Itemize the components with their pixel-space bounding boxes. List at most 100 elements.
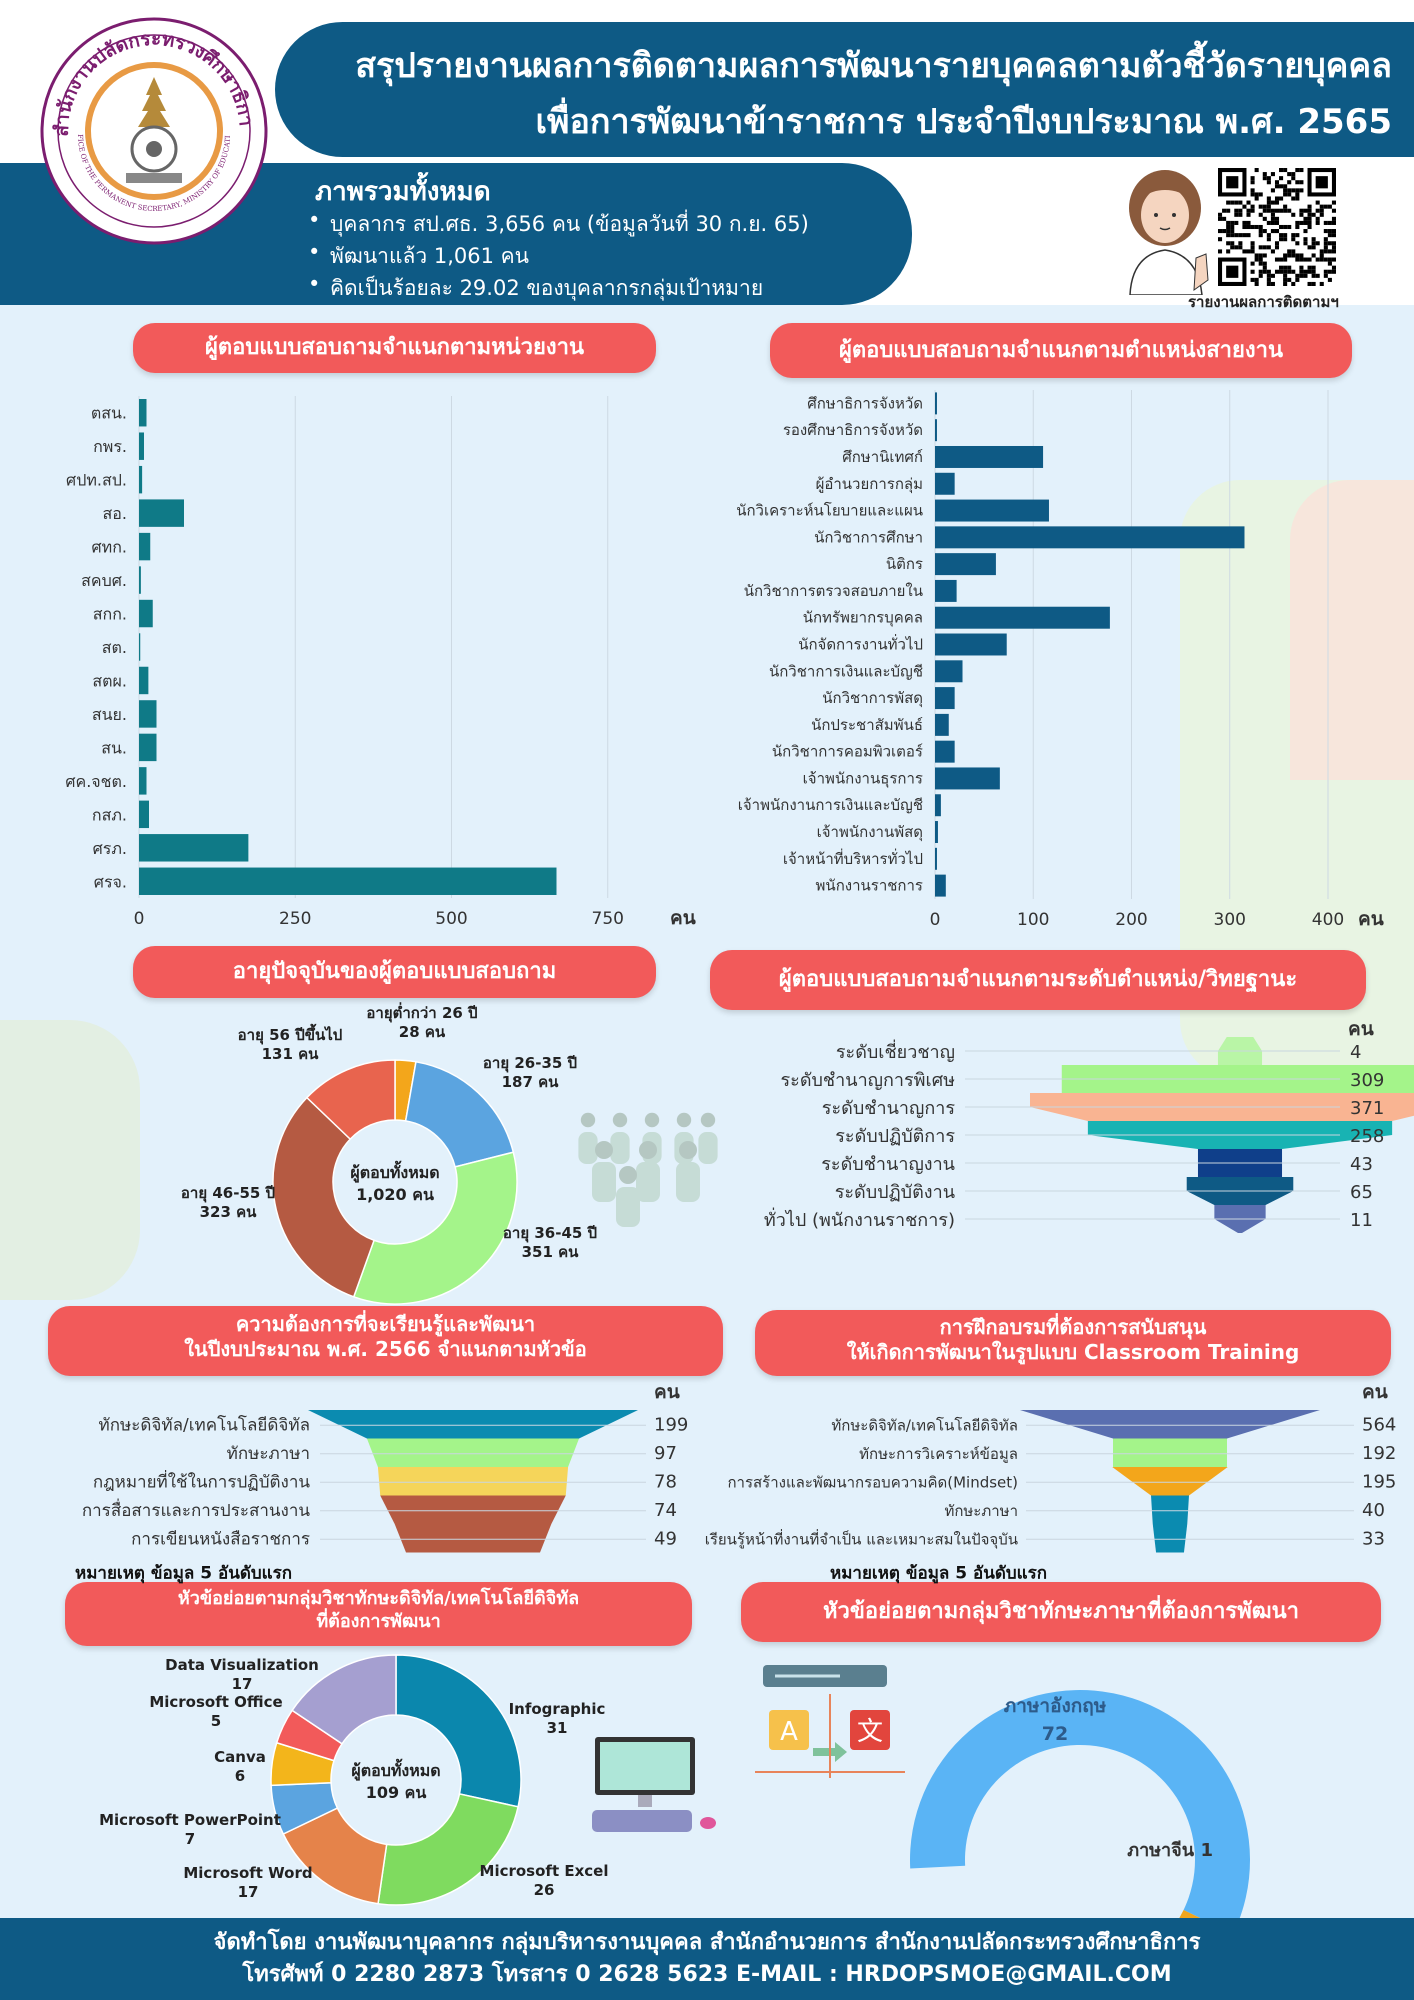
- overview-bullet: คิดเป็นร้อยละ 29.02 ของบุคลากรกลุ่มเป้าห…: [308, 272, 763, 305]
- funnel-label: ทักษะการวิเคราะห์ข้อมูล: [859, 1445, 1018, 1463]
- qr-module: [1331, 265, 1336, 270]
- funnel-value: 97: [654, 1443, 677, 1464]
- qr-module: [1331, 208, 1336, 213]
- page-title-line2: เพื่อการพัฒนาข้าราชการ ประจำปีงบประมาณ พ…: [535, 102, 1392, 142]
- funnel-segment: [308, 1410, 638, 1439]
- bar: [935, 526, 1245, 549]
- qr-module: [1307, 220, 1312, 225]
- qr-module: [1279, 257, 1284, 262]
- qr-module: [1307, 257, 1312, 262]
- qr-module: [1238, 241, 1243, 246]
- qr-module: [1274, 269, 1280, 274]
- qr-code[interactable]: [1218, 168, 1336, 286]
- qr-module: [1323, 273, 1328, 278]
- qr-module: [1323, 241, 1328, 246]
- category-label: พนักงานราชการ: [816, 877, 923, 895]
- chart-language: ภาษาอังกฤษ 72 ภาษาจีน 1: [910, 1690, 1250, 1979]
- bar: [935, 472, 955, 495]
- funnel-segment: [1020, 1410, 1320, 1439]
- bar: [139, 834, 249, 862]
- qr-module: [1238, 233, 1243, 238]
- qr-module: [1250, 192, 1255, 197]
- bar: [935, 606, 1110, 629]
- bar: [139, 800, 149, 829]
- qr-module: [1279, 184, 1284, 189]
- qr-module: [1262, 269, 1267, 274]
- section-title-by-age: อายุปัจจุบันของผู้ตอบแบบสอบถาม: [133, 946, 656, 998]
- category-label: ศปท.สป.: [66, 471, 127, 490]
- category-label: ศรจ.: [94, 872, 127, 891]
- qr-module: [1315, 200, 1320, 205]
- qr-module: [1287, 269, 1292, 274]
- qr-module: [1299, 208, 1304, 213]
- qr-module: [1279, 208, 1284, 213]
- qr-module: [1258, 212, 1263, 217]
- qr-module: [1299, 168, 1304, 173]
- qr-module: [1283, 253, 1288, 258]
- mouse: [700, 1817, 716, 1829]
- qr-module: [1226, 233, 1231, 238]
- category-label: ศึกษาธิการจังหวัด: [807, 394, 923, 412]
- qr-module: [1327, 229, 1332, 234]
- note: หมายเหตุ ข้อมูล 5 อันดับแรก: [830, 1564, 1047, 1585]
- qr-module: [1250, 208, 1255, 213]
- qr-module: [1283, 257, 1288, 262]
- qr-module: [1283, 224, 1288, 230]
- qr-module: [1258, 273, 1263, 278]
- slice-value: 323 คน: [200, 1203, 258, 1221]
- qr-module: [1295, 220, 1300, 225]
- slice-label: ภาษาอังกฤษ: [1004, 1695, 1107, 1717]
- funnel-value: 11: [1350, 1210, 1373, 1231]
- monitor-screen: [600, 1742, 690, 1790]
- person-head: [700, 1112, 716, 1128]
- qr-module: [1226, 208, 1231, 213]
- funnel-value: 74: [654, 1500, 677, 1521]
- bar: [139, 566, 141, 594]
- qr-module: [1303, 241, 1308, 246]
- chart-by-position: 0 100 200 300 400 คน ศึกษาธิการจังหวัดรองศึกษา…: [736, 390, 1384, 930]
- qr-module: [1331, 233, 1336, 238]
- qr-module: [1246, 233, 1251, 238]
- qr-module: [1270, 281, 1275, 286]
- qr-module: [1319, 253, 1324, 258]
- x-tick-label: 400: [1312, 910, 1344, 930]
- qr-module: [1234, 208, 1239, 213]
- person-head: [619, 1166, 637, 1184]
- chart-classroom: คนทักษะดิจิทัล/เทคโนโลยีดิจิทัล 564 ทักษะก…: [705, 1381, 1397, 1585]
- person-head: [595, 1141, 613, 1159]
- qr-module: [1283, 273, 1288, 278]
- section-title-by-position: ผู้ตอบแบบสอบถามจำแนกตามตำแหน่งสายงาน: [770, 323, 1352, 378]
- qr-module: [1242, 220, 1247, 225]
- qr-module: [1331, 216, 1336, 221]
- qr-module: [1327, 204, 1332, 209]
- qr-module: [1331, 269, 1336, 274]
- qr-module: [1283, 277, 1288, 282]
- qr-module: [1283, 281, 1288, 286]
- bar: [935, 740, 955, 763]
- qr-module: [1254, 192, 1259, 197]
- qr-module: [1315, 257, 1320, 262]
- section-title-learning-need: ความต้องการที่จะเรียนรู้และพัฒนา ในปีงบปร…: [48, 1306, 723, 1376]
- qr-module: [1258, 224, 1263, 230]
- qr-module: [1226, 200, 1231, 205]
- category-label: นักวิชาการพัสดุ: [822, 689, 923, 708]
- pie-slice: [352, 1151, 518, 1305]
- note: หมายเหตุ ข้อมูล 5 อันดับแรก: [75, 1564, 292, 1585]
- qr-module: [1250, 204, 1255, 209]
- bar: [139, 399, 147, 427]
- section-title-digital: หัวข้อย่อยตามกลุ่มวิชาทักษะดิจิทัล/เทคโน…: [65, 1582, 692, 1646]
- chart-learning-need: คนทักษะดิจิทัล/เทคโนโลยีดิจิทัล 199 ทักษะภ…: [75, 1381, 688, 1585]
- qr-module: [1246, 208, 1251, 213]
- funnel-label: ระดับปฏิบัติงาน: [835, 1182, 955, 1203]
- qr-module: [1291, 249, 1296, 254]
- footer-line1: จัดทำโดย งานพัฒนาบุคลากร กลุ่มบริหารงานบ…: [213, 1930, 1201, 1955]
- qr-module: [1279, 237, 1284, 242]
- person-body: [578, 1132, 598, 1164]
- qr-module: [1295, 224, 1300, 230]
- bar: [139, 432, 144, 460]
- qr-module: [1250, 269, 1255, 274]
- funnel-value: 40: [1362, 1500, 1385, 1521]
- person-head: [580, 1112, 596, 1128]
- qr-module: [1274, 245, 1280, 250]
